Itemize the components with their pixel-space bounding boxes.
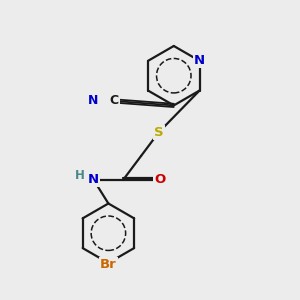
Text: H: H — [75, 169, 85, 182]
Text: N: N — [194, 54, 205, 67]
Text: O: O — [154, 173, 165, 186]
Text: Br: Br — [100, 258, 117, 271]
Text: S: S — [154, 126, 164, 139]
Text: C: C — [110, 94, 119, 107]
Text: N: N — [88, 94, 99, 107]
Text: N: N — [88, 173, 99, 186]
